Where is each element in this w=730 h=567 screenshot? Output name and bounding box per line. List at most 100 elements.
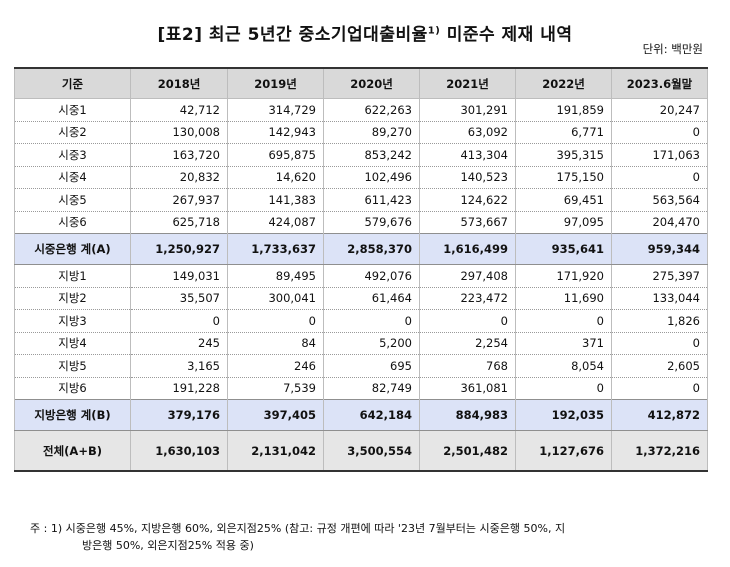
subtotal-row: 지방은행 계(B) 379,176 397,405 642,184 884,983 192… xyxy=(14,399,708,431)
value-cell: 133,044 xyxy=(611,287,708,310)
row-label: 시중은행 계(A) xyxy=(14,233,131,265)
value-cell: 1,630,103 xyxy=(130,430,228,472)
table-row: 시중2 130,008 142,943 89,270 63,092 6,771 0 xyxy=(14,121,708,144)
table-row: 지방1 149,031 89,495 492,076 297,408 171,920 275… xyxy=(14,264,708,288)
value-cell: 563,564 xyxy=(611,188,708,212)
value-cell: 379,176 xyxy=(130,399,228,431)
value-cell: 397,405 xyxy=(227,399,324,431)
value-cell: 142,943 xyxy=(227,121,324,144)
row-label: 전체(A+B) xyxy=(14,430,131,472)
value-cell: 42,712 xyxy=(130,98,228,122)
value-cell: 579,676 xyxy=(323,211,420,234)
row-label: 지방2 xyxy=(14,287,131,310)
value-cell: 1,616,499 xyxy=(419,233,516,265)
value-cell: 884,983 xyxy=(419,399,516,431)
value-cell: 275,397 xyxy=(611,264,708,288)
value-cell: 124,622 xyxy=(419,188,516,212)
value-cell: 14,620 xyxy=(227,166,324,189)
value-cell: 69,451 xyxy=(515,188,612,212)
table-row: 시중3 163,720 695,875 853,242 413,304 395,315 17… xyxy=(14,143,708,167)
value-cell: 0 xyxy=(611,332,708,355)
value-cell: 3,165 xyxy=(130,354,228,378)
header-label-column: 기준 xyxy=(14,67,131,99)
value-cell: 89,495 xyxy=(227,264,324,288)
value-cell: 0 xyxy=(611,377,708,400)
table-row: 지방4 245 84 5,200 2,254 371 0 xyxy=(14,332,708,355)
value-cell: 300,041 xyxy=(227,287,324,310)
value-cell: 8,054 xyxy=(515,354,612,378)
value-cell: 149,031 xyxy=(130,264,228,288)
value-cell: 191,228 xyxy=(130,377,228,400)
row-label: 시중2 xyxy=(14,121,131,144)
value-cell: 97,095 xyxy=(515,211,612,234)
row-label: 지방3 xyxy=(14,309,131,333)
value-cell: 140,523 xyxy=(419,166,516,189)
subtotal-row: 시중은행 계(A) 1,250,927 1,733,637 2,858,370 1,61… xyxy=(14,233,708,265)
value-cell: 130,008 xyxy=(130,121,228,144)
value-cell: 0 xyxy=(515,309,612,333)
value-cell: 35,507 xyxy=(130,287,228,310)
value-cell: 11,690 xyxy=(515,287,612,310)
value-cell: 935,641 xyxy=(515,233,612,265)
value-cell: 61,464 xyxy=(323,287,420,310)
value-cell: 395,315 xyxy=(515,143,612,167)
value-cell: 0 xyxy=(323,309,420,333)
title-footnote-mark: 1) xyxy=(427,25,441,37)
value-cell: 2,605 xyxy=(611,354,708,378)
value-cell: 63,092 xyxy=(419,121,516,144)
value-cell: 424,087 xyxy=(227,211,324,234)
value-cell: 171,920 xyxy=(515,264,612,288)
value-cell: 175,150 xyxy=(515,166,612,189)
value-cell: 361,081 xyxy=(419,377,516,400)
value-cell: 297,408 xyxy=(419,264,516,288)
table-row: 시중1 42,712 314,729 622,263 301,291 191,859 20,… xyxy=(14,98,708,122)
value-cell: 84 xyxy=(227,332,324,355)
value-cell: 20,832 xyxy=(130,166,228,189)
value-cell: 223,472 xyxy=(419,287,516,310)
value-cell: 695 xyxy=(323,354,420,378)
value-cell: 204,470 xyxy=(611,211,708,234)
table-row: 지방5 3,165 246 695 768 8,054 2,605 xyxy=(14,354,708,378)
value-cell: 192,035 xyxy=(515,399,612,431)
value-cell: 102,496 xyxy=(323,166,420,189)
value-cell: 573,667 xyxy=(419,211,516,234)
table-body: 시중1 42,712 314,729 622,263 301,291 191,859 20,… xyxy=(14,98,708,472)
grand-total-row: 전체(A+B) 1,630,103 2,131,042 3,500,554 2,501,… xyxy=(14,430,708,472)
value-cell: 1,733,637 xyxy=(227,233,324,265)
row-label: 지방5 xyxy=(14,354,131,378)
title-suffix: 미준수 제재 내역 xyxy=(440,25,573,45)
row-label: 지방은행 계(B) xyxy=(14,399,131,431)
row-label: 시중6 xyxy=(14,211,131,234)
value-cell: 20,247 xyxy=(611,98,708,122)
row-label: 지방6 xyxy=(14,377,131,400)
value-cell: 245 xyxy=(130,332,228,355)
value-cell: 1,826 xyxy=(611,309,708,333)
value-cell: 622,263 xyxy=(323,98,420,122)
value-cell: 1,127,676 xyxy=(515,430,612,472)
row-label: 지방4 xyxy=(14,332,131,355)
value-cell: 413,304 xyxy=(419,143,516,167)
table-row: 시중6 625,718 424,087 579,676 573,667 97,095 204… xyxy=(14,211,708,234)
footnote-line-1: 주 : 1) 시중은행 45%, 지방은행 60%, 외은지점25% (참고: … xyxy=(30,522,566,535)
value-cell: 2,131,042 xyxy=(227,430,324,472)
value-cell: 0 xyxy=(130,309,228,333)
row-label: 시중4 xyxy=(14,166,131,189)
value-cell: 191,859 xyxy=(515,98,612,122)
row-label: 지방1 xyxy=(14,264,131,288)
row-label: 시중5 xyxy=(14,188,131,212)
value-cell: 492,076 xyxy=(323,264,420,288)
value-cell: 171,063 xyxy=(611,143,708,167)
value-cell: 695,875 xyxy=(227,143,324,167)
row-label: 시중1 xyxy=(14,98,131,122)
value-cell: 301,291 xyxy=(419,98,516,122)
value-cell: 89,270 xyxy=(323,121,420,144)
value-cell: 371 xyxy=(515,332,612,355)
row-label: 시중3 xyxy=(14,143,131,167)
value-cell: 6,771 xyxy=(515,121,612,144)
value-cell: 2,501,482 xyxy=(419,430,516,472)
value-cell: 642,184 xyxy=(323,399,420,431)
footnote-line-2: 방은행 50%, 외은지점25% 적용 중) xyxy=(82,539,254,552)
value-cell: 2,858,370 xyxy=(323,233,420,265)
unit-label: 단위: 백만원 xyxy=(642,42,703,56)
table-row: 지방3 0 0 0 0 0 1,826 xyxy=(14,309,708,333)
